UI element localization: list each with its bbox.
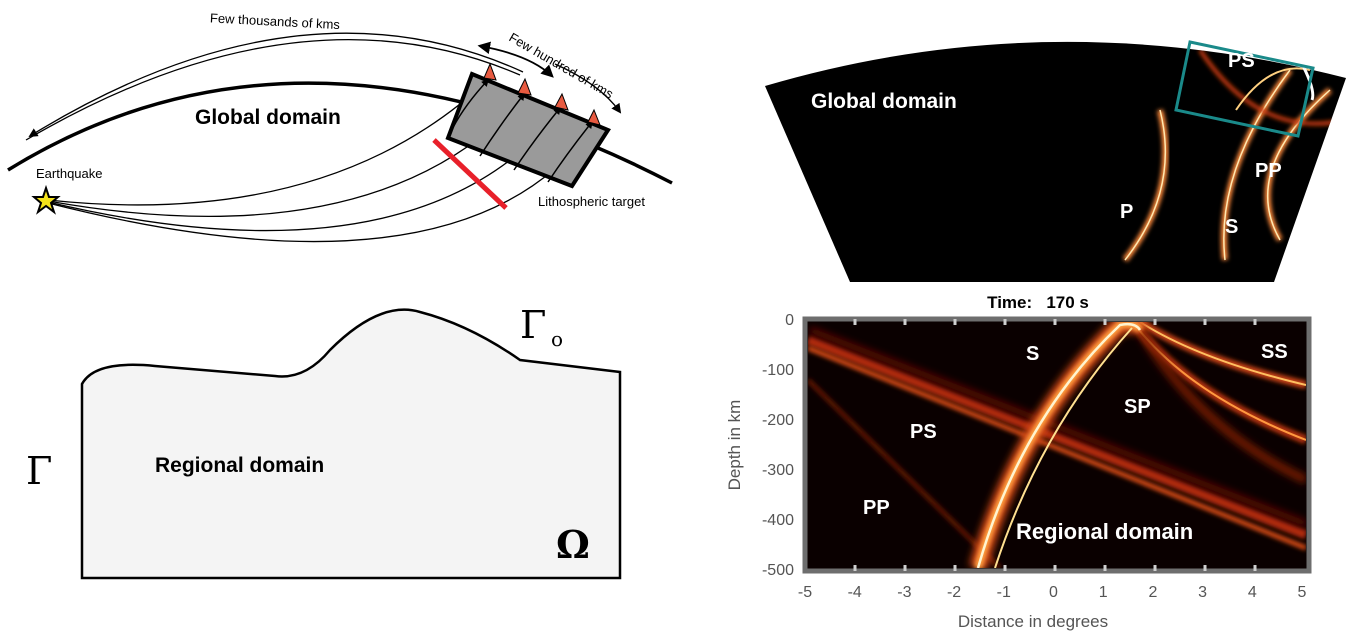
x-tick-label: 5 (1298, 584, 1307, 601)
phase-label-s-global: S (1225, 216, 1238, 238)
earthquake-star-icon (31, 184, 61, 215)
regional-snapshot-domain-label: Regional domain (1016, 519, 1193, 544)
regional-domain-label: Regional domain (155, 454, 324, 477)
x-tick-label: -2 (947, 584, 961, 601)
y-tick-label: -100 (762, 362, 794, 379)
cross-section-line (432, 138, 508, 210)
phase-label-ps: PS (910, 421, 937, 443)
x-tick-label: -3 (897, 584, 911, 601)
y-tick-label: -400 (762, 512, 794, 529)
y-axis-ticks: 0 -100 -200 -300 -400 -500 (762, 312, 794, 579)
frame-ticks (853, 319, 1257, 571)
gamma-o-symbol: Γ (520, 303, 546, 347)
x-tick-label: -1 (997, 584, 1011, 601)
phase-label-pp: PP (863, 497, 890, 519)
short-arc-arrow (477, 41, 554, 78)
x-tick-label: 4 (1248, 584, 1257, 601)
omega-symbol: Ω (556, 522, 590, 567)
x-tick-label: -4 (848, 584, 862, 601)
global-schematic: Few thousands of kms Fe (7, 10, 673, 243)
y-tick-label: -200 (762, 412, 794, 429)
y-tick-label: 0 (785, 312, 794, 329)
global-snapshot-domain-label: Global domain (811, 90, 957, 113)
x-tick-label: 2 (1148, 584, 1157, 601)
short-arc-arrow-2 (554, 63, 622, 114)
y-tick-label: -500 (762, 562, 794, 579)
earthquake-label: Earthquake (36, 166, 103, 181)
y-axis-label: Depth in km (725, 400, 744, 491)
target-label: Lithospheric target (538, 194, 645, 209)
regional-wavefronts (808, 322, 1306, 568)
x-axis-label: Distance in degrees (958, 612, 1108, 631)
long-arc-arrow (28, 32, 524, 137)
x-tick-label: -5 (798, 584, 812, 601)
lithospheric-target-block (445, 71, 611, 189)
regional-schematic: Regional domain Γ o Γ Ω (26, 303, 622, 580)
regional-snapshot: Time: 170 s (725, 293, 1312, 631)
snapshot-title: Time: 170 s (987, 293, 1089, 312)
x-tick-label: 0 (1049, 584, 1058, 601)
phase-label-pp-global: PP (1255, 160, 1282, 182)
target-rays (447, 78, 593, 183)
zoom-box (1174, 40, 1315, 138)
phase-label-p-global: P (1120, 201, 1133, 223)
phase-label-sp: SP (1124, 396, 1151, 418)
x-tick-label: 1 (1099, 584, 1108, 601)
phase-label-ps-global: PS (1228, 50, 1255, 72)
arc-label-long: Few thousands of kms (210, 10, 341, 32)
global-snapshot: Global domain PS PP P S (765, 40, 1346, 283)
gamma-symbol: Γ (26, 449, 52, 493)
x-tick-label: 3 (1198, 584, 1207, 601)
long-arc-arrow-outer (25, 38, 521, 141)
phase-label-ss: SS (1261, 341, 1288, 363)
global-wavefronts (1122, 48, 1346, 262)
y-tick-label: -300 (762, 462, 794, 479)
regional-domain-shape (80, 308, 622, 580)
global-domain-label: Global domain (195, 106, 341, 129)
x-axis-ticks: -5 -4 -3 -2 -1 0 1 2 3 4 5 (798, 584, 1307, 601)
gamma-o-subscript: o (551, 327, 563, 351)
global-snapshot-wedge (765, 41, 1346, 283)
phase-label-s: S (1026, 343, 1039, 365)
